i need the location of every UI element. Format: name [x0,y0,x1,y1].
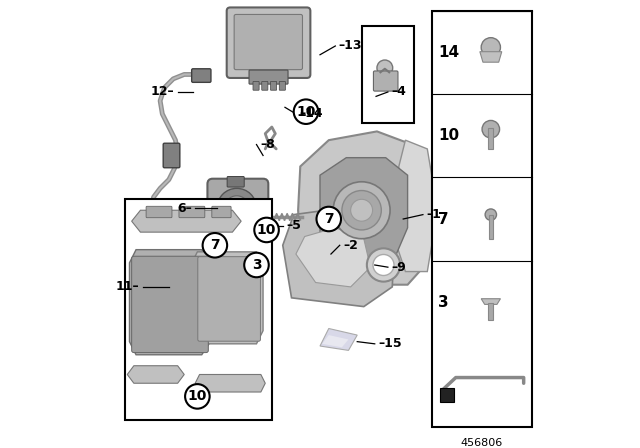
Text: 11–: 11– [115,280,139,293]
Circle shape [485,209,497,220]
Circle shape [367,248,400,282]
Bar [125,199,272,421]
FancyBboxPatch shape [132,256,208,353]
FancyBboxPatch shape [262,82,268,90]
Text: –9: –9 [392,261,406,274]
Bar [488,303,493,320]
Polygon shape [296,228,371,287]
FancyBboxPatch shape [198,257,260,341]
FancyBboxPatch shape [163,143,180,168]
Text: 7: 7 [210,238,220,252]
Circle shape [333,182,390,239]
Text: 12–: 12– [150,86,174,99]
Circle shape [203,233,227,258]
Polygon shape [481,299,500,304]
Polygon shape [195,375,265,392]
Text: 6–: 6– [177,202,191,215]
Text: –13: –13 [339,39,362,52]
Polygon shape [320,328,357,350]
FancyBboxPatch shape [227,8,310,78]
Bar [362,26,414,123]
FancyBboxPatch shape [227,177,244,187]
Text: 7: 7 [324,212,333,226]
Circle shape [342,190,381,230]
Circle shape [254,218,279,242]
Text: –2: –2 [343,239,358,252]
Circle shape [482,121,500,138]
Circle shape [244,253,269,277]
Circle shape [185,384,210,409]
FancyBboxPatch shape [179,206,205,218]
Text: –5: –5 [286,219,301,232]
Text: 10: 10 [438,128,460,143]
Bar [489,215,493,239]
Polygon shape [440,388,454,402]
FancyBboxPatch shape [212,206,231,218]
Text: 14: 14 [438,45,460,60]
FancyBboxPatch shape [253,82,259,90]
Text: –15: –15 [378,337,402,350]
Text: 10: 10 [257,223,276,237]
Text: –1: –1 [426,208,442,221]
FancyBboxPatch shape [191,69,211,82]
Polygon shape [397,140,432,271]
Circle shape [373,254,394,276]
FancyBboxPatch shape [279,82,285,90]
Text: –8: –8 [260,138,275,151]
FancyBboxPatch shape [271,82,276,90]
Polygon shape [191,252,263,344]
Text: 10: 10 [296,105,316,119]
Bar [488,128,493,149]
Circle shape [351,199,372,221]
Polygon shape [129,250,211,355]
Polygon shape [320,158,408,263]
FancyBboxPatch shape [249,70,288,84]
Text: 456806: 456806 [461,438,503,448]
Circle shape [294,99,318,124]
Bar [432,11,532,427]
Text: –4: –4 [392,86,406,99]
FancyBboxPatch shape [373,71,398,91]
Circle shape [481,38,500,57]
Circle shape [260,211,271,222]
Polygon shape [283,208,394,306]
Text: 7: 7 [438,211,449,227]
Circle shape [217,188,257,228]
FancyBboxPatch shape [207,179,268,240]
FancyBboxPatch shape [146,206,172,218]
Text: 3: 3 [438,295,449,310]
Text: 10: 10 [188,389,207,403]
Polygon shape [127,366,184,383]
Text: –14: –14 [300,108,323,121]
Polygon shape [480,52,502,62]
Circle shape [317,207,341,231]
Polygon shape [132,210,241,232]
Polygon shape [298,131,428,284]
Circle shape [225,196,249,220]
Polygon shape [322,335,348,347]
Circle shape [377,60,393,76]
FancyBboxPatch shape [234,14,303,69]
Text: 3: 3 [252,258,261,272]
